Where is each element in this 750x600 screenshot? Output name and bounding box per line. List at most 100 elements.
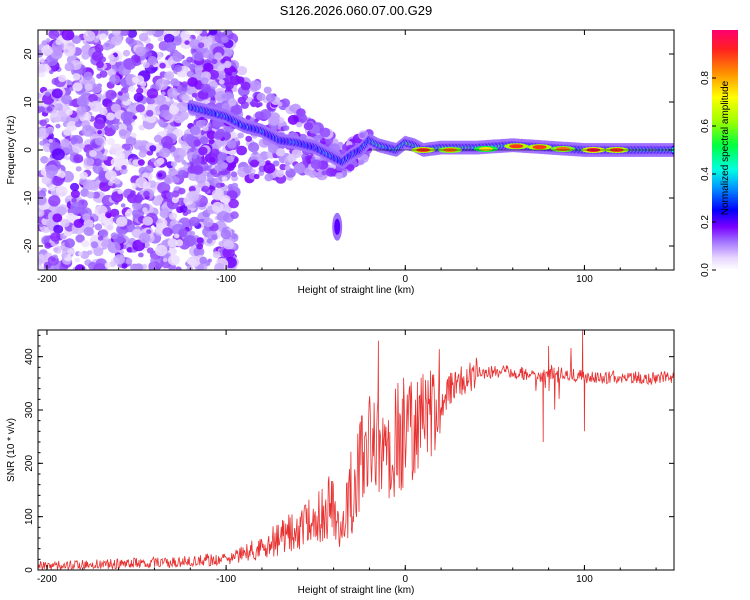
heatmap-cell <box>280 98 291 108</box>
heatmap-cell <box>217 64 225 72</box>
heatmap-cell <box>191 154 198 159</box>
heatmap-cell <box>118 91 123 96</box>
heatmap-cell <box>199 256 208 264</box>
colorbar-tick-label: 0.2 <box>700 215 711 229</box>
heatmap-cell <box>162 227 173 237</box>
heatmap-cell <box>193 246 205 257</box>
heatmap-cell <box>145 51 153 58</box>
heatmap-cell <box>109 208 120 218</box>
heatmap-cell <box>144 242 150 248</box>
heatmap-ytick-label: -20 <box>23 238 34 253</box>
heatmap-cell <box>248 142 260 153</box>
heatmap-cell <box>179 205 188 213</box>
heatmap-cell <box>138 32 149 42</box>
heatmap-cell <box>96 61 104 69</box>
heatmap-cell <box>119 30 130 36</box>
heatmap-cell <box>188 230 196 237</box>
heatmap-cell <box>170 78 180 87</box>
heatmap-cell <box>44 242 52 249</box>
heatmap-cell <box>75 121 82 128</box>
heatmap-cell <box>123 111 136 124</box>
heatmap-cell <box>86 191 95 199</box>
heatmap-cell <box>149 98 155 105</box>
heatmap-cell <box>138 232 151 244</box>
heatmap-cell <box>130 190 136 196</box>
heatmap-cell <box>120 203 126 208</box>
heatmap-cell <box>159 62 166 69</box>
heatmap-cell <box>64 155 70 161</box>
heatmap-cell <box>264 173 274 182</box>
heatmap-cell <box>269 116 279 125</box>
heatmap-cell <box>218 74 224 80</box>
heatmap-cell <box>50 257 56 262</box>
heatmap-cell <box>73 219 84 228</box>
heatmap-xtick-label: -100 <box>216 274 236 285</box>
heatmap-ytick-label: 20 <box>23 48 34 60</box>
heatmap-cell <box>252 150 258 156</box>
heatmap-cell <box>83 156 95 167</box>
heatmap-cell <box>153 94 165 105</box>
heatmap-cell <box>168 254 180 266</box>
heatmap-cell <box>188 186 196 193</box>
heatmap-cell <box>64 62 75 72</box>
heatmap-cell <box>325 167 336 177</box>
heatmap-cell <box>236 145 248 156</box>
heatmap-cell <box>98 180 111 192</box>
heatmap-cell <box>79 171 88 180</box>
heatmap-cell <box>83 226 94 236</box>
heatmap-cell <box>265 93 276 103</box>
heatmap-cell <box>223 239 235 250</box>
heatmap-cell <box>174 233 180 239</box>
heatmap-cells <box>38 30 674 270</box>
heatmap-cell <box>105 89 117 100</box>
heatmap-cell <box>83 219 94 229</box>
heatmap-cell <box>168 247 177 256</box>
heatmap-hotspot <box>532 145 547 150</box>
heatmap-cell <box>173 64 182 73</box>
heatmap-cell <box>230 104 243 115</box>
heatmap-ytick-label: 10 <box>23 96 34 108</box>
heatmap-cell <box>71 35 82 44</box>
heatmap-cell <box>46 220 55 229</box>
heatmap-cell <box>293 162 306 174</box>
heatmap-blob <box>334 218 341 235</box>
heatmap-cell <box>186 209 192 215</box>
heatmap-cell <box>202 125 209 132</box>
heatmap-cell <box>50 48 63 60</box>
heatmap-cell <box>73 154 84 164</box>
heatmap-cell <box>164 41 176 53</box>
heatmap-cell <box>143 62 150 69</box>
heatmap-cell <box>245 135 253 142</box>
heatmap-cell <box>70 182 80 192</box>
heatmap-cell <box>206 130 217 140</box>
heatmap-cell <box>187 190 200 202</box>
heatmap-cell <box>115 99 122 105</box>
heatmap-cell <box>146 229 152 235</box>
heatmap-cell <box>250 159 259 168</box>
heatmap-cell <box>200 83 212 93</box>
heatmap-cell <box>91 50 104 62</box>
heatmap-cell <box>61 252 68 259</box>
heatmap-cell <box>113 254 125 265</box>
heatmap-cell <box>99 70 108 78</box>
heatmap-cell <box>216 128 225 137</box>
heatmap-cell <box>125 36 134 45</box>
heatmap-cell <box>81 240 90 248</box>
heatmap-cell <box>164 71 175 81</box>
heatmap-cell <box>231 182 238 189</box>
heatmap-cell <box>231 233 238 240</box>
heatmap-cell <box>187 77 198 87</box>
heatmap-cell <box>200 77 209 85</box>
heatmap-cell <box>93 38 99 43</box>
heatmap-cell <box>214 91 227 102</box>
heatmap-cell <box>256 92 266 101</box>
heatmap-cell <box>263 86 272 94</box>
heatmap-cell <box>276 148 286 157</box>
heatmap-cell <box>66 121 78 132</box>
heatmap-cell <box>109 74 121 85</box>
heatmap-cell <box>193 139 202 147</box>
heatmap-cell <box>363 131 368 136</box>
heatmap-cell <box>267 143 279 154</box>
